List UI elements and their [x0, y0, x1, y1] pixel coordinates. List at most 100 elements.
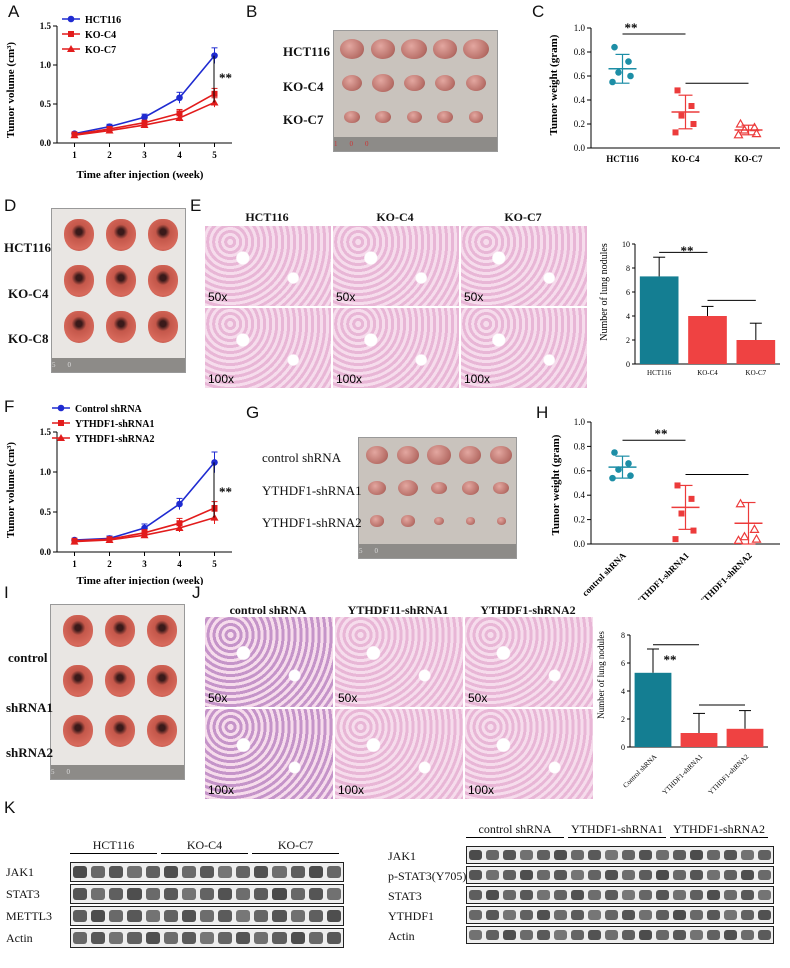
blot-band: [588, 850, 601, 860]
panel-j-col-3: YTHDF1-shRNA2: [480, 603, 576, 617]
panel-a-xlabel: Time after injection (week): [77, 169, 204, 181]
blot-band: [469, 870, 482, 880]
histology-image: 100x: [204, 708, 334, 800]
histology-image: 50x: [334, 616, 464, 708]
lung-sample: [63, 615, 93, 647]
blot-band: [91, 888, 106, 900]
x-category-label: KO-C4: [697, 369, 718, 377]
x-tick-label: 1: [72, 150, 77, 160]
lung-sample: [147, 715, 177, 747]
data-point: [615, 466, 622, 473]
blot-band: [605, 910, 618, 920]
bar-2: [688, 316, 727, 364]
data-point: [57, 434, 65, 441]
tumor-sample: [398, 480, 418, 496]
blot-band: [236, 888, 251, 900]
x-category-label: YTHDF1-shRNA2: [707, 752, 751, 796]
panel-f-legend-1: Control shRNA: [75, 404, 143, 415]
blot-band: [73, 910, 88, 922]
magnification-label: 100x: [208, 372, 235, 386]
panel-b-ruler: 100: [334, 137, 497, 151]
panel-j-ylabel: Number of lung nodules: [596, 631, 606, 719]
blot-band: [758, 850, 771, 860]
data-point: [140, 121, 149, 129]
blot-band: [741, 910, 754, 920]
panel-b-tumor-photo: 100: [333, 30, 498, 152]
blot-band: [537, 930, 550, 940]
blot-band: [127, 932, 142, 944]
x-category-label: KO-C7: [735, 154, 763, 164]
blot-band: [127, 910, 142, 922]
y-tick-label: 0.6: [574, 466, 586, 476]
panel-b-row-1: HCT116: [283, 44, 330, 59]
blot-band: [91, 910, 106, 922]
blot-band: [571, 870, 584, 880]
blot-band: [236, 866, 251, 878]
tumor-sample: [434, 517, 444, 525]
data-point: [690, 121, 697, 127]
panel-c-ylabel: Tumor weight (gram): [548, 34, 560, 135]
tumor-sample: [431, 481, 447, 495]
panel-d-ruler: 50: [52, 358, 185, 372]
lung-sample: [105, 715, 135, 747]
blot-band: [741, 870, 754, 880]
tumor-sample: [372, 74, 394, 92]
tumor-sample: [340, 39, 364, 59]
lung-sample: [105, 665, 135, 697]
magnification-label: 100x: [338, 783, 365, 797]
y-tick-label: 0: [626, 360, 630, 369]
tumor-sample: [437, 110, 453, 124]
blot-band: [673, 910, 686, 920]
lung-sample: [63, 715, 93, 747]
blot-band: [724, 870, 737, 880]
y-tick-label: 0.8: [574, 441, 586, 451]
blot-band: [520, 930, 533, 940]
blot-band: [656, 910, 669, 920]
panel-d-lung-photo: 50: [51, 208, 186, 373]
blot-band: [486, 910, 499, 920]
tumor-sample: [368, 480, 386, 496]
y-tick-label: 0.0: [40, 547, 52, 557]
panel-h-significance: **: [655, 426, 668, 441]
panel-label-f: F: [4, 397, 15, 416]
blot-band: [486, 890, 499, 900]
blot-band: [290, 888, 305, 900]
magnification-label: 100x: [208, 783, 235, 797]
data-point: [140, 531, 149, 539]
lung-sample: [147, 615, 177, 647]
panel-d-row-3: KO-C8: [8, 331, 49, 346]
data-point: [688, 495, 695, 502]
histology-image: 50x: [204, 616, 334, 708]
histology-image: 100x: [332, 307, 460, 389]
data-point: [175, 524, 184, 531]
data-point: [105, 536, 114, 543]
blot-band: [199, 910, 215, 922]
y-tick-label: 0.0: [574, 143, 586, 153]
y-tick-label: 2: [621, 715, 625, 724]
x-tick-label: 2: [107, 559, 112, 569]
panel-f-ylabel: Tumor volume (cm³): [5, 442, 17, 539]
blot-group-label: KO-C4: [161, 838, 248, 854]
blot-band: [656, 850, 669, 860]
blot-band: [181, 910, 196, 922]
tumor-sample: [371, 39, 395, 59]
blot-band: [639, 890, 652, 900]
x-tick-label: 4: [177, 150, 182, 160]
y-tick-label: 1.0: [574, 23, 586, 33]
y-tick-label: 1.0: [40, 60, 52, 70]
panel-j-col-1: control shRNA: [229, 603, 307, 617]
blot-band: [163, 932, 178, 944]
blot-band: [639, 870, 652, 880]
blot-band: [236, 910, 251, 922]
blot-band: [690, 930, 703, 940]
blot-row-label: JAK1: [6, 865, 35, 879]
bar-1: [634, 672, 672, 747]
lung-sample: [63, 665, 93, 697]
y-tick-label: 1.0: [574, 417, 586, 427]
lung-sample: [148, 265, 178, 297]
blot-group-label: control shRNA: [466, 822, 564, 838]
data-point: [611, 449, 618, 456]
panel-f-significance: **: [219, 484, 232, 499]
blot-band: [758, 870, 771, 880]
panel-a-ylabel: Tumor volume (cm³): [5, 42, 17, 139]
